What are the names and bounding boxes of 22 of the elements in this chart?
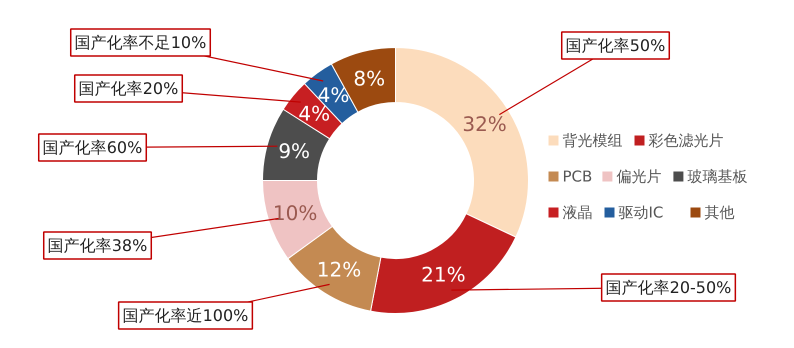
data-label: 8% [353, 66, 386, 90]
text: 国产化率近100% [122, 306, 248, 325]
data-label: 10% [272, 201, 318, 226]
text: 国产化率20% [78, 79, 178, 98]
data-label: 9% [278, 139, 310, 164]
data-label: 32% [462, 112, 507, 136]
data-label: 12% [316, 258, 362, 282]
legend-label: 偏光片 [616, 168, 662, 186]
text: 国产化率60% [42, 138, 142, 157]
legend-label: PCB [562, 168, 592, 186]
text: 国产化率50% [566, 36, 666, 55]
legend-label: 液晶 [562, 204, 592, 222]
legend-label: 背光模组 [562, 132, 622, 150]
legend-label: 其他 [704, 204, 734, 222]
legend-label: 玻璃基板 [687, 168, 748, 186]
data-label: 21% [421, 262, 466, 286]
data-label: 4% [298, 101, 330, 126]
legend-label: 彩色滤光片 [648, 132, 724, 150]
text: 国产化率20-50% [606, 278, 732, 297]
text: 国产化率38% [48, 236, 148, 255]
legend-label: 驱动IC [618, 204, 664, 222]
text: 国产化率不足10% [74, 33, 206, 52]
